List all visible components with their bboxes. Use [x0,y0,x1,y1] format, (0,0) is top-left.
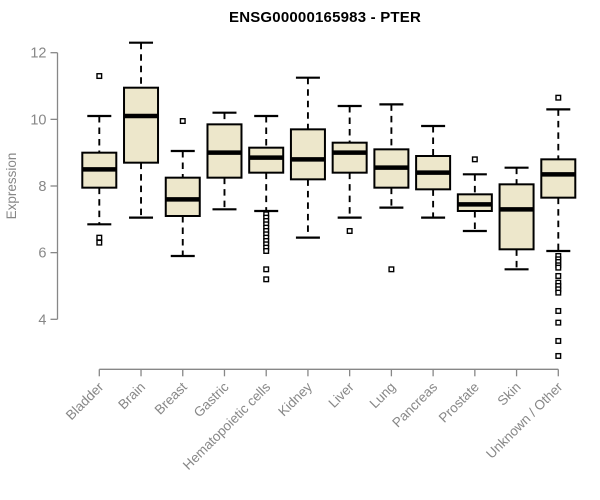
x-tick-label-skin: Skin [495,379,524,408]
x-tick-label-unknown-other: Unknown / Other [483,379,566,462]
iqr-box [164,176,201,217]
x-tick-label-breast: Breast [152,379,190,417]
outlier-point [555,289,562,296]
boxplot-hematopoietic-cells [248,114,285,283]
outlier-point [471,156,478,163]
y-tick-label: 8 [38,179,46,195]
x-tick-label-pancreas: Pancreas [389,379,440,430]
outlier-point [388,266,395,273]
outlier-point [555,319,562,326]
outlier-point [179,118,186,125]
outlier-point [555,337,562,344]
y-tick-label: 12 [30,46,46,62]
boxplot-unknown-other [540,94,577,359]
x-tick-label-liver: Liver [325,379,357,411]
boxplot-liver [331,104,368,234]
outlier-point [96,239,103,246]
boxplot-brain [123,41,160,219]
outlier-point [263,247,270,254]
boxplot-skin [498,166,535,271]
outlier-point [555,264,562,271]
y-tick-label: 6 [38,246,46,262]
boxplot-lung [373,103,410,273]
iqr-box [123,86,160,164]
x-tick-label-kidney: Kidney [275,379,315,419]
outlier-point [555,352,562,359]
boxplot-pancreas [415,124,452,219]
boxplot-gastric [206,111,243,211]
y-axis: 4 6 8 10 12 Expression [4,46,59,328]
y-tick-label: 4 [38,312,46,328]
iqr-box [248,146,285,174]
x-tick-label-lung: Lung [367,379,399,411]
outlier-point [263,276,270,283]
chart-title: ENSG00000165983 - PTER [228,9,421,26]
outlier-point [555,94,562,101]
y-axis-label: Expression [4,153,19,220]
iqr-box [331,141,368,174]
outlier-point [346,227,353,234]
outlier-point [555,307,562,314]
x-tick-label-gastric: Gastric [191,379,232,420]
iqr-box [289,128,326,181]
x-tick-label-brain: Brain [115,379,148,412]
boxplot-prostate [456,156,493,233]
outlier-point [96,73,103,80]
outlier-point [555,272,562,279]
y-tick-label: 10 [30,112,46,128]
boxplot-breast [164,118,201,258]
outlier-point [96,234,103,241]
iqr-box [498,183,535,251]
iqr-box [540,158,577,199]
outlier-point [263,266,270,273]
boxplot-bladder [81,73,118,246]
boxplot-kidney [289,76,326,239]
x-tick-label-prostate: Prostate [436,379,482,425]
x-tick-label-bladder: Bladder [63,379,107,423]
